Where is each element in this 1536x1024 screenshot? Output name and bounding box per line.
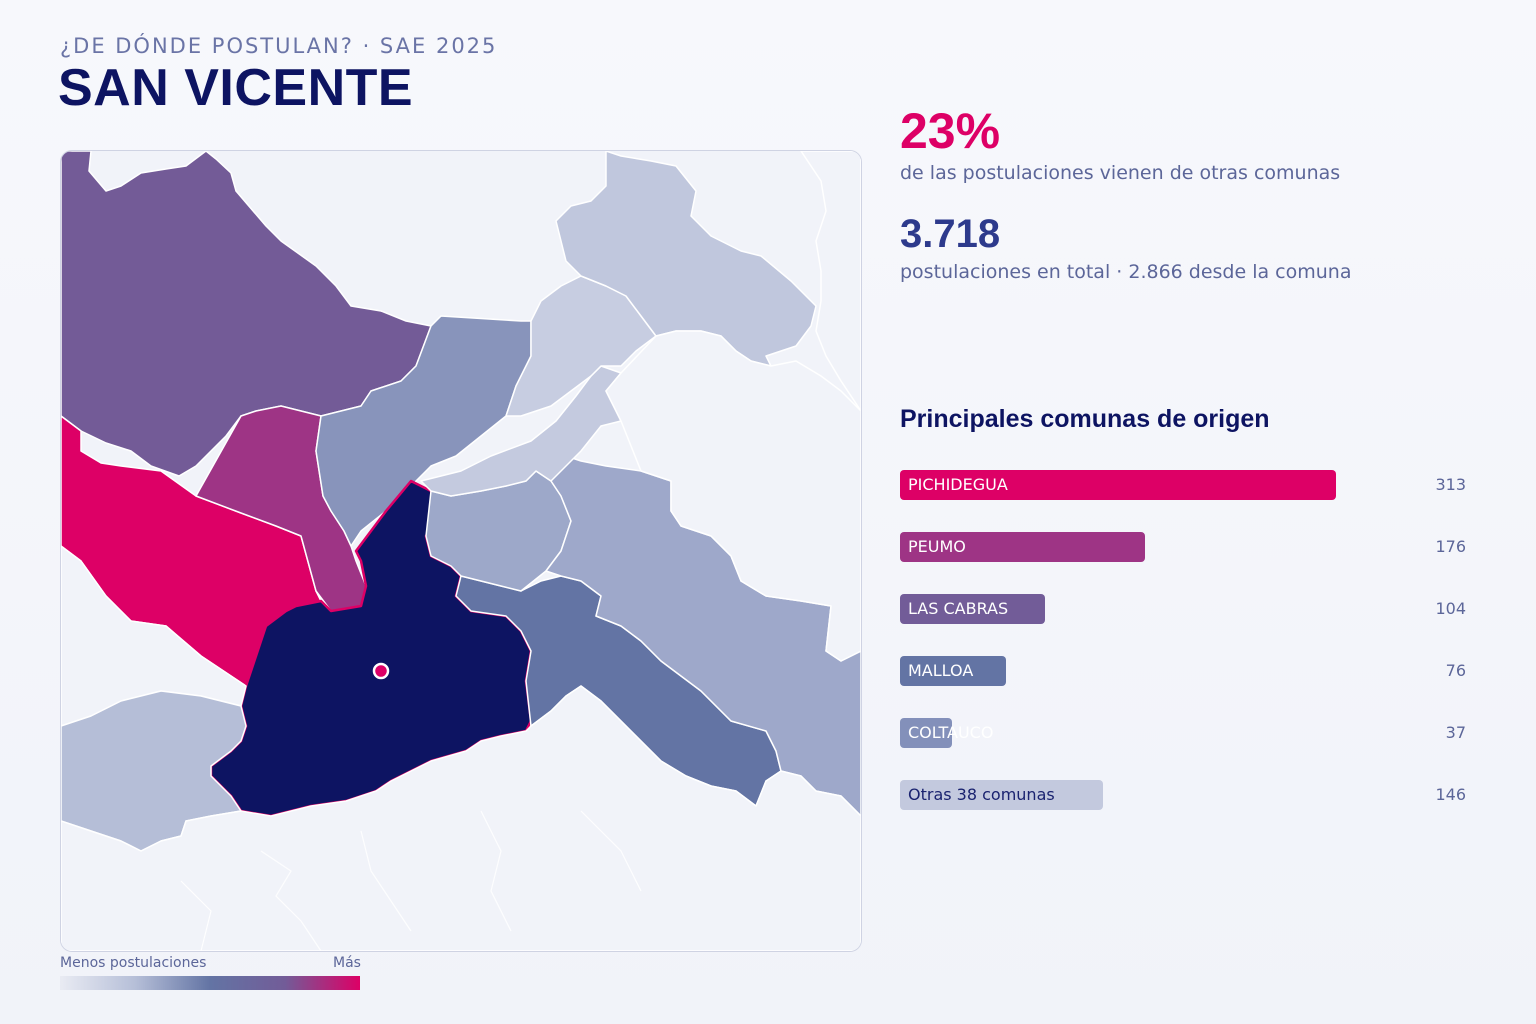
map-panel xyxy=(60,150,862,952)
page-title: SAN VICENTE xyxy=(58,59,414,117)
ranking-bar-label: LAS CABRAS xyxy=(908,599,1009,618)
ranking-bar-value: 313 xyxy=(1435,475,1466,494)
legend-high-label: Más xyxy=(333,955,361,971)
comunas-map xyxy=(61,151,861,951)
ranking-bar-label: COLTAUCO xyxy=(908,723,994,742)
ranking-bar xyxy=(900,470,1336,500)
ranking-bar-label: PEUMO xyxy=(908,537,966,556)
ranking-bar-value: 104 xyxy=(1435,599,1466,618)
ranking-bar-value: 146 xyxy=(1435,785,1466,804)
header-kicker: ¿DE DÓNDE POSTULAN? · SAE 2025 xyxy=(60,34,498,58)
region-peralillo[interactable] xyxy=(61,685,861,951)
stat-total-description: postulaciones en total · 2.866 desde la … xyxy=(900,261,1352,283)
region-rancagua[interactable] xyxy=(605,330,861,662)
ranking-row[interactable]: PICHIDEGUA 313 xyxy=(900,470,1466,500)
stat-percent-value: 23% xyxy=(900,103,1001,159)
ranking-bar xyxy=(900,594,1045,624)
legend-gradient-bar xyxy=(60,976,360,990)
commune-center-marker[interactable] xyxy=(372,662,390,680)
stat-total-value: 3.718 xyxy=(900,212,1001,256)
ranking-row[interactable]: PEUMO 176 xyxy=(900,532,1466,562)
stat-percent-description: de las postulaciones vienen de otras com… xyxy=(900,162,1341,184)
ranking-bar-label: MALLOA xyxy=(908,661,974,680)
ranking-bar xyxy=(900,656,1006,686)
ranking-bar-value: 37 xyxy=(1445,723,1466,742)
ranking-row[interactable]: MALLOA 76 xyxy=(900,656,1466,686)
ranking-bar xyxy=(900,780,1103,810)
ranking-title: Principales comunas de origen xyxy=(900,405,1270,433)
region-mostazal[interactable] xyxy=(800,151,861,412)
legend-low-label: Menos postulaciones xyxy=(60,955,207,971)
ranking-bar-label: PICHIDEGUA xyxy=(908,475,1008,494)
ranking-bar-label: Otras 38 comunas xyxy=(908,785,1055,804)
ranking-bar xyxy=(900,718,952,748)
region-peumo[interactable] xyxy=(195,405,367,612)
ranking-bar-value: 76 xyxy=(1445,661,1466,680)
ranking-row[interactable]: Otras 38 comunas 146 xyxy=(900,780,1466,810)
ranking-row[interactable]: LAS CABRAS 104 xyxy=(900,594,1466,624)
ranking-bar-value: 176 xyxy=(1435,537,1466,556)
ranking-bar xyxy=(900,532,1145,562)
ranking-row[interactable]: COLTAUCO 37 xyxy=(900,718,1466,748)
